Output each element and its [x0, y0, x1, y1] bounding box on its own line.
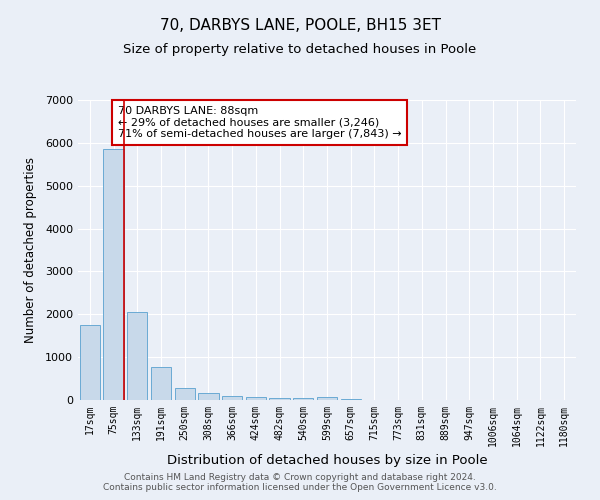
Text: Contains HM Land Registry data © Crown copyright and database right 2024.
Contai: Contains HM Land Registry data © Crown c… [103, 473, 497, 492]
Text: 70, DARBYS LANE, POOLE, BH15 3ET: 70, DARBYS LANE, POOLE, BH15 3ET [160, 18, 440, 32]
Bar [317, 397, 337, 400]
Text: Size of property relative to detached houses in Poole: Size of property relative to detached ho… [124, 42, 476, 56]
Bar [293, 398, 313, 400]
Bar [341, 398, 361, 400]
Bar [175, 388, 195, 400]
Bar [222, 396, 242, 400]
X-axis label: Distribution of detached houses by size in Poole: Distribution of detached houses by size … [167, 454, 487, 468]
Bar [127, 312, 148, 400]
Text: 70 DARBYS LANE: 88sqm
← 29% of detached houses are smaller (3,246)
71% of semi-d: 70 DARBYS LANE: 88sqm ← 29% of detached … [118, 106, 401, 139]
Bar [103, 150, 124, 400]
Bar [80, 325, 100, 400]
Bar [269, 398, 290, 400]
Bar [151, 368, 171, 400]
Bar [246, 397, 266, 400]
Bar [199, 392, 218, 400]
Y-axis label: Number of detached properties: Number of detached properties [23, 157, 37, 343]
